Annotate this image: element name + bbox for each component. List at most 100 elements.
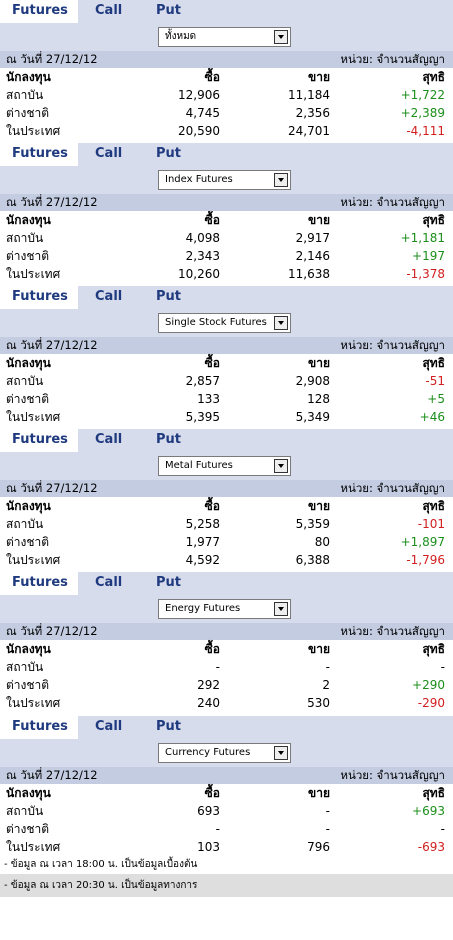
table-row-local: ในประเทศ 5,395 5,349 +46 [0,408,453,426]
tab-futures[interactable]: Futures [0,572,78,595]
table-row-foreign: ต่างชาติ 292 2 +290 [0,676,453,694]
net-header: สุทธิ [422,642,445,656]
table-row-institution: สถาบัน - - - [0,658,453,676]
tab-put[interactable]: Put [156,432,181,447]
tab-futures[interactable]: Futures [0,0,78,23]
unit-label: หน่วย: จำนวนสัญญา [340,52,445,66]
chevron-down-icon[interactable] [274,459,288,473]
select-value: Currency Futures [165,747,251,758]
tab-futures[interactable]: Futures [0,286,78,309]
investor-name: ต่างชาติ [6,106,50,120]
table-header: นักลงทุน ซื้อ ขาย สุทธิ [0,640,453,658]
net-header: สุทธิ [422,356,445,370]
net-value: +693 [412,804,445,818]
tab-put[interactable]: Put [156,3,181,18]
tab-futures[interactable]: Futures [0,143,78,166]
unit-label: หน่วย: จำนวนสัญญา [340,338,445,352]
tab-call[interactable]: Call [95,3,123,18]
chevron-down-icon[interactable] [274,746,288,760]
net-value: +197 [412,249,445,263]
unit-label: หน่วย: จำนวนสัญญา [340,195,445,209]
investor-header: นักลงทุน [6,786,51,800]
sell-header: ขาย [308,356,330,370]
investor-name: ในประเทศ [6,553,61,567]
investor-header: นักลงทุน [6,499,51,513]
table-row-local: ในประเทศ 103 796 -693 [0,838,453,856]
investor-header: นักลงทุน [6,642,51,656]
sell-value: 6,388 [295,553,330,567]
buy-value: - [215,822,220,836]
tab-put[interactable]: Put [156,575,181,590]
select-value: Index Futures [165,174,233,185]
filter-row: Energy Futures [0,595,453,623]
buy-value: 133 [197,392,220,406]
date-label: ณ วันที่ 27/12/12 [6,624,98,638]
futures-type-select[interactable]: Energy Futures [158,599,291,619]
sell-value: 2,146 [295,249,330,263]
sell-value: 2,908 [295,374,330,388]
net-value: -1,796 [406,553,445,567]
investor-name: ต่างชาติ [6,392,50,406]
tab-bar: Futures Call Put [0,716,453,739]
buy-value: 20,590 [178,124,220,138]
tab-put[interactable]: Put [156,719,181,734]
tab-call[interactable]: Call [95,289,123,304]
chevron-down-icon[interactable] [274,173,288,187]
tab-put[interactable]: Put [156,289,181,304]
investor-table: นักลงทุน ซื้อ ขาย สุทธิ สถาบัน 693 - +693 ต่างชา… [0,784,453,856]
futures-type-select[interactable]: Index Futures [158,170,291,190]
tab-futures[interactable]: Futures [0,716,78,739]
tab-bar: Futures Call Put [0,0,453,23]
futures-type-select[interactable]: Metal Futures [158,456,291,476]
tab-call[interactable]: Call [95,432,123,447]
sell-header: ขาย [308,786,330,800]
table-row-foreign: ต่างชาติ 133 128 +5 [0,390,453,408]
table-row-institution: สถาบัน 5,258 5,359 -101 [0,515,453,533]
tab-put[interactable]: Put [156,146,181,161]
futures-type-select[interactable]: Currency Futures [158,743,291,763]
buy-value: 5,258 [185,517,220,531]
tab-bar: Futures Call Put [0,429,453,452]
table-header: นักลงทุน ซื้อ ขาย สุทธิ [0,497,453,515]
net-header: สุทธิ [422,70,445,84]
date-unit-row: ณ วันที่ 27/12/12 หน่วย: จำนวนสัญญา [0,623,453,640]
table-row-local: ในประเทศ 240 530 -290 [0,694,453,712]
investor-name: ต่างชาติ [6,678,50,692]
futures-investor-summary: Futures Call Put ทั้งหมดณ วันที่ 27/12/12 หน… [0,0,453,897]
futures-type-select[interactable]: ทั้งหมด [158,27,291,47]
date-label: ณ วันที่ 27/12/12 [6,481,98,495]
tab-call[interactable]: Call [95,146,123,161]
tab-call[interactable]: Call [95,575,123,590]
tab-futures[interactable]: Futures [0,429,78,452]
sell-value: - [325,822,330,836]
sell-value: 11,638 [288,267,330,281]
buy-header: ซื้อ [204,786,220,800]
select-value: Energy Futures [165,603,241,614]
section-6: Futures Call Put Currency Futures ณ วันที่ 2… [0,716,453,856]
sell-value: 2 [322,678,330,692]
table-header: นักลงทุน ซื้อ ขาย สุทธิ [0,211,453,229]
net-value: +2,389 [400,106,445,120]
filter-row: ทั้งหมด [0,23,453,51]
chevron-down-icon[interactable] [274,30,288,44]
filter-row: Index Futures [0,166,453,194]
buy-header: ซื้อ [204,213,220,227]
tab-bar: Futures Call Put [0,572,453,595]
net-value: +46 [419,410,445,424]
buy-value: 10,260 [178,267,220,281]
investor-name: ในประเทศ [6,124,61,138]
date-label: ณ วันที่ 27/12/12 [6,195,98,209]
date-label: ณ วันที่ 27/12/12 [6,52,98,66]
investor-name: ในประเทศ [6,267,61,281]
sell-header: ขาย [308,213,330,227]
section-5: Futures Call Put Energy Futures ณ วันที่ 27/… [0,572,453,716]
investor-name: สถาบัน [6,374,44,388]
futures-type-select[interactable]: Single Stock Futures [158,313,291,333]
sell-value: - [325,804,330,818]
chevron-down-icon[interactable] [274,602,288,616]
table-row-foreign: ต่างชาติ - - - [0,820,453,838]
tab-call[interactable]: Call [95,719,123,734]
table-row-institution: สถาบัน 2,857 2,908 -51 [0,372,453,390]
sell-header: ขาย [308,70,330,84]
chevron-down-icon[interactable] [274,316,288,330]
